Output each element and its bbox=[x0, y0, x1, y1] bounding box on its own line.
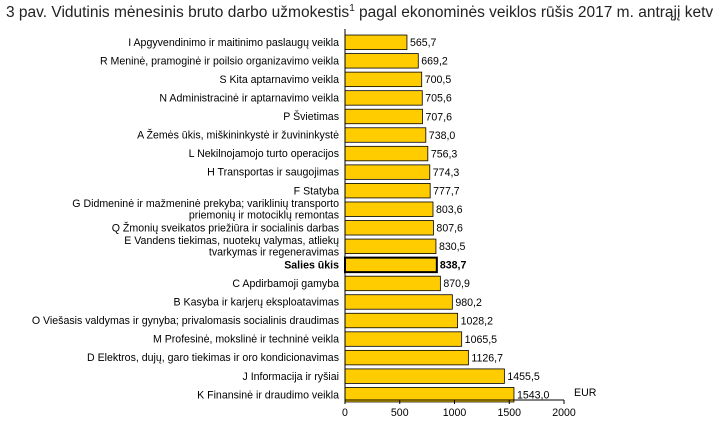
bar-3 bbox=[344, 90, 423, 106]
bar-6 bbox=[344, 145, 429, 162]
bars-group bbox=[344, 34, 515, 403]
category-label-10: Q Žmonių sveikatos priežiūra ir socialin… bbox=[112, 221, 339, 234]
bar-7 bbox=[344, 164, 431, 180]
bar-17 bbox=[344, 349, 469, 366]
bar-16 bbox=[344, 331, 463, 347]
value-label-5: 738,0 bbox=[429, 130, 456, 142]
value-labels-group: 565,7 669,2 700,5 705,6 707,6 738,0 756,3 774,3… bbox=[410, 37, 550, 401]
bar-13 bbox=[344, 275, 441, 292]
x-axis: 0 500 1000 1500 2000 EUR bbox=[342, 29, 597, 419]
category-label-7: H Transportas ir saugojimas bbox=[207, 167, 339, 179]
bar-14 bbox=[344, 294, 453, 310]
category-label-9-line-1: priemonių ir motociklų remontas bbox=[189, 210, 339, 222]
value-label-7: 774,3 bbox=[433, 167, 460, 179]
value-label-10: 807,6 bbox=[436, 223, 463, 235]
bar-10 bbox=[344, 220, 434, 236]
category-label-16: M Profesinė, mokslinė ir techninė veikla bbox=[153, 334, 339, 346]
value-label-11: 830,5 bbox=[439, 241, 466, 253]
category-label-14: B Kasyba ir karjerų eksploatavimas bbox=[174, 297, 339, 309]
bar-5 bbox=[344, 127, 427, 143]
category-label-12: Salies ūkis bbox=[284, 259, 339, 271]
value-label-3: 705,6 bbox=[425, 93, 452, 105]
value-label-13: 870,9 bbox=[443, 278, 470, 290]
value-label-15: 1028,2 bbox=[461, 315, 494, 327]
bar-12 bbox=[344, 256, 438, 274]
value-label-17: 1126,7 bbox=[471, 352, 503, 364]
value-label-8: 777,7 bbox=[433, 185, 460, 197]
category-label-6: L Nekilnojamojo turto operacijos bbox=[189, 148, 339, 160]
category-label-9-line-0: G Didmeninė ir mažmeninė prekyba; varikl… bbox=[72, 198, 339, 210]
bar-4 bbox=[344, 108, 423, 125]
category-label-8: F Statyba bbox=[294, 185, 339, 197]
category-label-4: P Švietimas bbox=[283, 110, 339, 123]
value-label-1: 669,2 bbox=[421, 56, 448, 68]
category-label-19: K Finansinė ir draudimo veikla bbox=[197, 389, 339, 401]
value-label-2: 700,5 bbox=[425, 74, 452, 86]
bar-8 bbox=[344, 183, 431, 199]
bar-0 bbox=[344, 34, 408, 50]
category-label-11-line-1: tvarkymas ir regeneravimas bbox=[209, 247, 339, 259]
value-label-18: 1455,5 bbox=[507, 371, 540, 383]
category-label-13: C Apdirbamoji gamyba bbox=[232, 278, 339, 290]
value-label-9: 803,6 bbox=[436, 204, 463, 216]
value-label-4: 707,6 bbox=[425, 111, 452, 123]
category-label-15: O Viešasis valdymas ir gynyba; privaloma… bbox=[32, 315, 339, 327]
category-label-3: N Administracinė ir aptarnavimo veikla bbox=[159, 93, 339, 105]
bar-2 bbox=[344, 71, 423, 88]
chart-title-suffix: pagal ekonominės veiklos rūšis 2017 m. a… bbox=[354, 4, 714, 22]
chart-title-footnote-mark: 1 bbox=[349, 3, 355, 14]
chart-title-text: 3 pav. Vidutinis mėnesinis bruto darbo u… bbox=[6, 4, 350, 22]
category-label-5: A Žemės ūkis, miškininkystė ir žuvininky… bbox=[137, 129, 339, 142]
value-label-19: 1543,0 bbox=[517, 390, 550, 402]
category-label-11-line-0: E Vandens tiekimas, nuotekų valymas, atl… bbox=[124, 235, 339, 247]
category-label-18: J Informacija ir ryšiai bbox=[242, 371, 339, 383]
x-tick-label-0: 0 bbox=[342, 407, 348, 419]
category-labels-group: I Apgyvendinimo ir maitinimo paslaugų ve… bbox=[32, 37, 339, 401]
bar-1 bbox=[344, 53, 419, 69]
bar-18 bbox=[344, 368, 505, 384]
bar-11 bbox=[344, 238, 437, 254]
value-label-12: 838,7 bbox=[440, 260, 467, 272]
value-label-6: 756,3 bbox=[431, 148, 458, 160]
category-label-2: S Kita aptarnavimo veikla bbox=[219, 74, 339, 86]
value-label-14: 980,2 bbox=[455, 297, 482, 309]
category-label-1: R Meninė, pramoginė ir poilsio organizav… bbox=[100, 55, 339, 67]
category-label-17: D Elektros, dujų, garo tiekimas ir oro k… bbox=[87, 352, 339, 364]
bar-9 bbox=[344, 201, 434, 217]
x-tick-label-3: 1500 bbox=[497, 407, 521, 419]
x-axis-unit-label: EUR bbox=[574, 387, 597, 399]
bar-15 bbox=[344, 312, 458, 329]
chart-title: 3 pav. Vidutinis mėnesinis bruto darbo u… bbox=[6, 3, 714, 22]
value-label-16: 1065,5 bbox=[465, 334, 498, 346]
x-tick-label-2: 1000 bbox=[443, 407, 467, 419]
value-label-0: 565,7 bbox=[410, 37, 437, 49]
x-tick-label-1: 500 bbox=[391, 407, 409, 419]
x-tick-label-4: 2000 bbox=[552, 407, 576, 419]
category-label-0: I Apgyvendinimo ir maitinimo paslaugų ve… bbox=[128, 37, 339, 49]
